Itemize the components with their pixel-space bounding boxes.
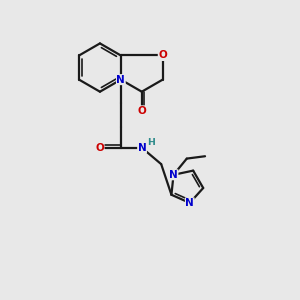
Text: N: N [138, 143, 146, 153]
Text: N: N [116, 75, 125, 85]
Text: N: N [169, 170, 178, 180]
Text: H: H [147, 138, 155, 147]
Text: O: O [158, 50, 167, 61]
Text: O: O [95, 143, 104, 153]
Text: N: N [185, 198, 194, 208]
Text: O: O [137, 106, 146, 116]
